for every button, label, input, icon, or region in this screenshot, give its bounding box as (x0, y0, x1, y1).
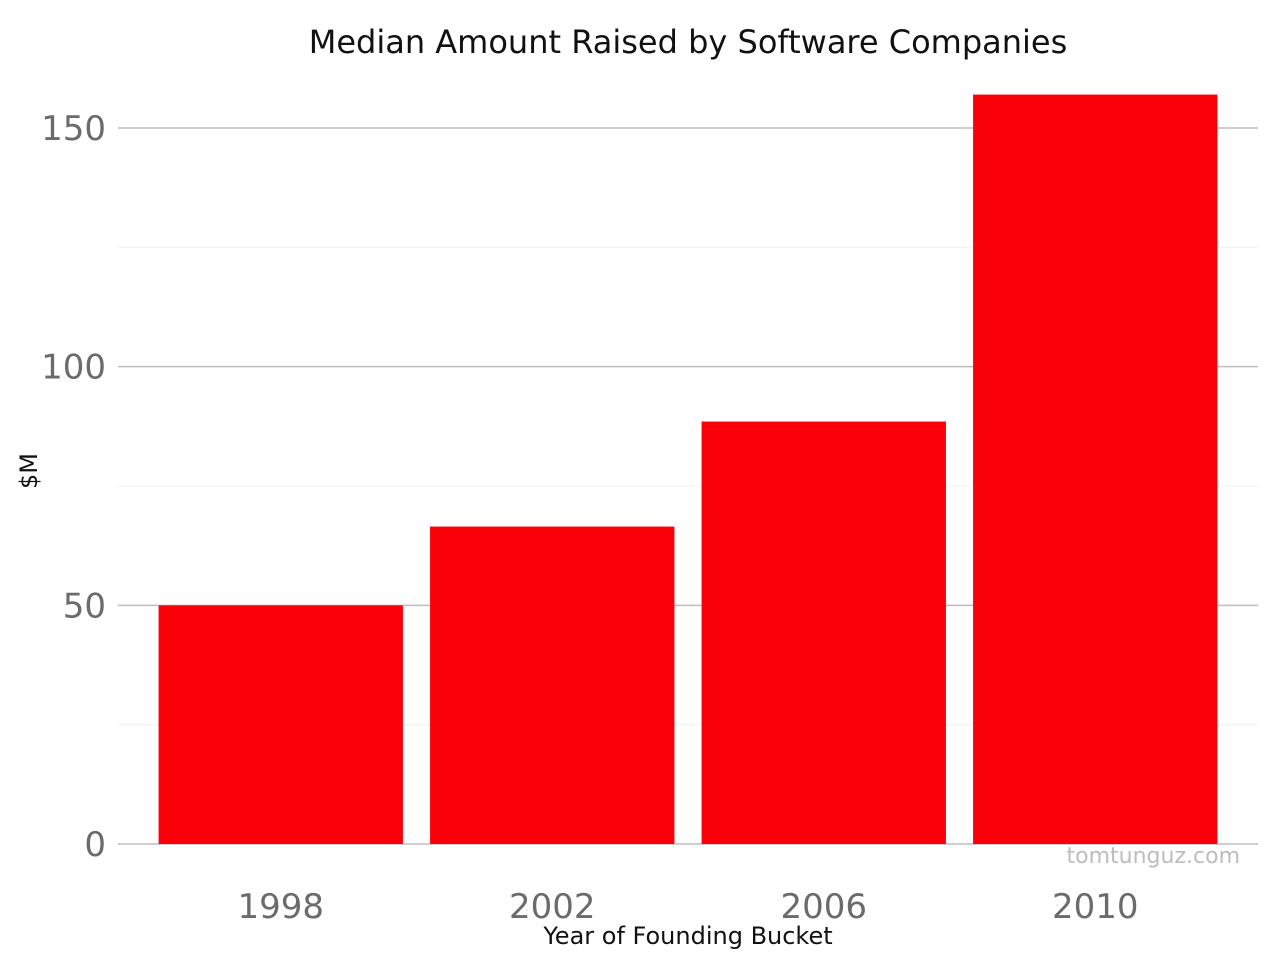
y-tick-labels: 0 50 100 150 (41, 109, 106, 865)
chart-title: Median Amount Raised by Software Compani… (309, 23, 1068, 61)
bar-2002 (430, 526, 675, 844)
bars (158, 94, 1218, 844)
y-tick-label: 0 (84, 825, 106, 865)
y-tick-label: 150 (41, 109, 106, 149)
x-tick-label: 2010 (1052, 887, 1139, 927)
x-tick-label: 2002 (509, 887, 596, 927)
bar-2010 (973, 94, 1218, 844)
watermark: tomtunguz.com (1067, 844, 1240, 869)
bar-2006 (701, 421, 946, 844)
x-tick-label: 2006 (780, 887, 867, 927)
bar-1998 (158, 605, 403, 844)
y-axis-title: $M (15, 453, 43, 489)
x-tick-labels: 1998 2002 2006 2010 (237, 887, 1138, 927)
x-tick-label: 1998 (237, 887, 324, 927)
y-tick-label: 50 (63, 586, 106, 626)
x-axis-title: Year of Founding Bucket (542, 922, 832, 950)
y-tick-label: 100 (41, 348, 106, 388)
